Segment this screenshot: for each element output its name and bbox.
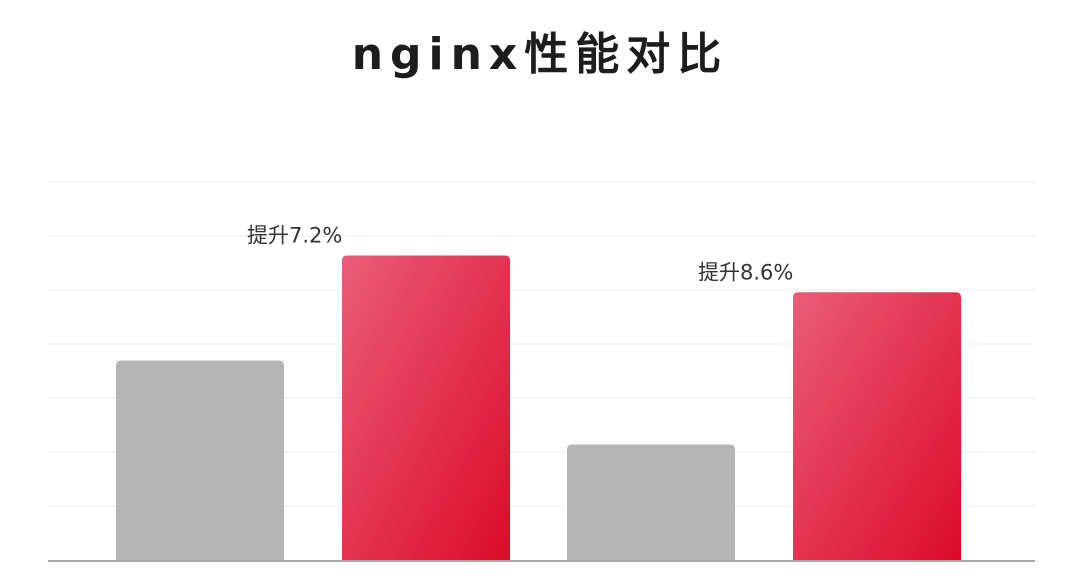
bar-group2-improved [793, 292, 961, 560]
bar-group1-baseline [116, 360, 284, 560]
bars [116, 255, 961, 560]
bar-group1-improved [342, 255, 510, 560]
chart-title: nginx性能对比 [351, 29, 729, 80]
annotations: 提升7.2% 提升8.6% [247, 224, 793, 285]
improvement-label-2: 提升8.6% [698, 260, 793, 284]
bar-group2-baseline [567, 444, 735, 560]
improvement-label-1: 提升7.2% [247, 224, 342, 248]
